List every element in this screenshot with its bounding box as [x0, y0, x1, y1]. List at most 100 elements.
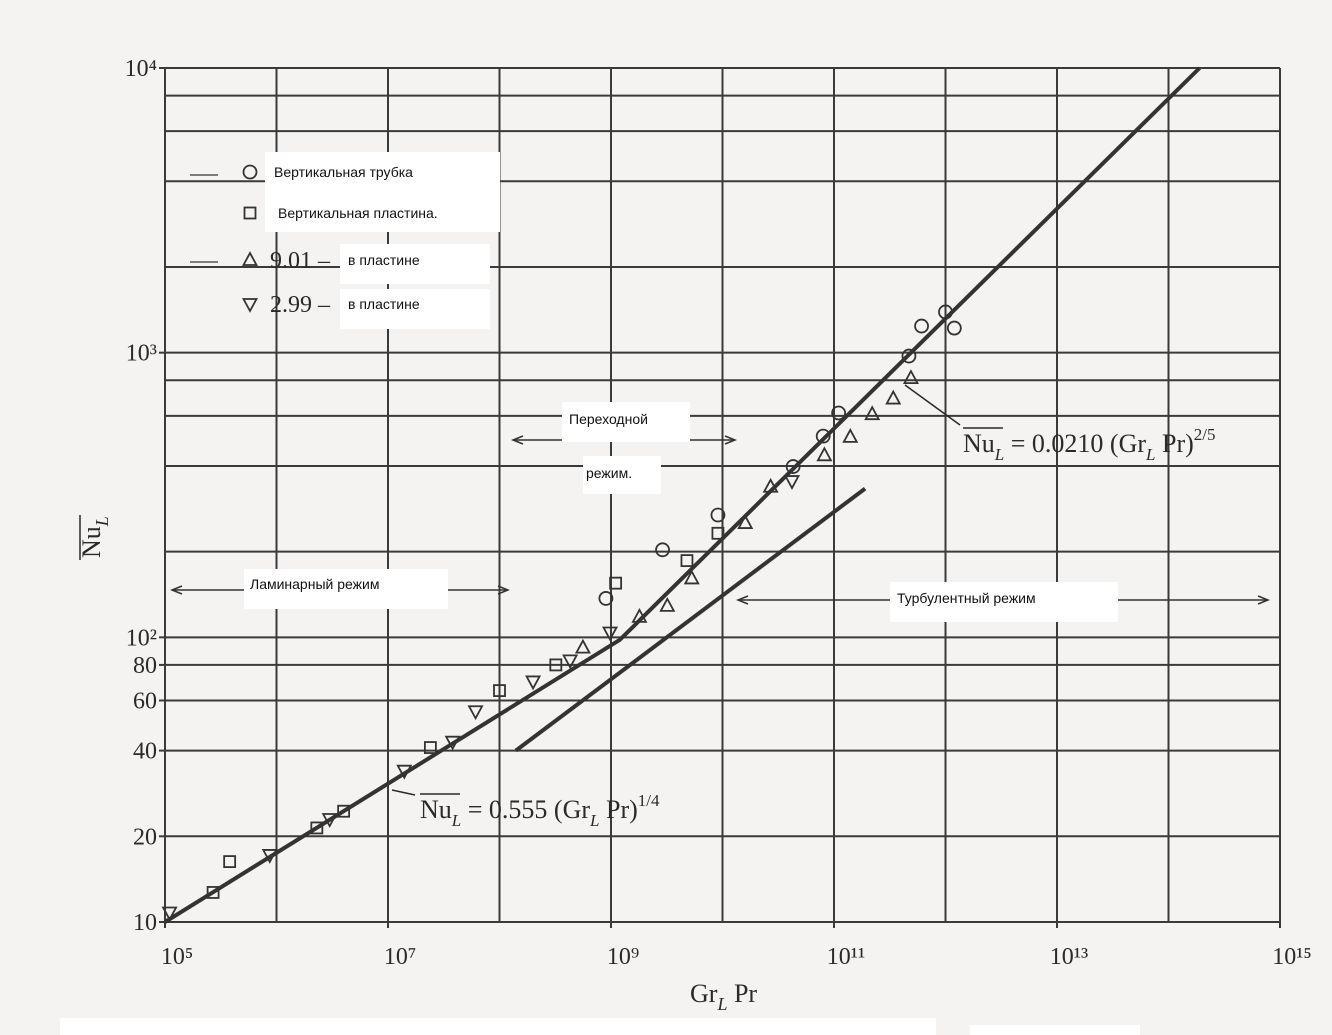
equation-part: L	[451, 811, 461, 830]
arrow-head	[169, 585, 183, 595]
equation-part: 2/5	[1194, 425, 1216, 444]
data-point	[816, 446, 833, 462]
data-point	[161, 906, 178, 922]
arrow-head	[1257, 595, 1271, 605]
annotation-box	[562, 402, 690, 442]
data-point	[659, 596, 676, 612]
equation: NuL = 0.555 (GrL Pr)1/4	[420, 791, 660, 830]
legend-marker	[243, 206, 257, 220]
y-tick-label: 80	[133, 653, 157, 679]
data-point	[902, 369, 919, 385]
fit-line	[163, 66, 1201, 924]
legend-label: в пластине	[348, 296, 420, 312]
legend-box	[340, 244, 490, 284]
annotation-box	[890, 582, 1118, 622]
data-point	[938, 304, 953, 320]
data-point	[321, 813, 338, 828]
legend-label: Вертикальная пластина.	[278, 205, 438, 221]
annotation-box	[244, 569, 448, 609]
annotation: Турбулентный режим	[897, 590, 1036, 606]
y-axis-label-part: L	[92, 516, 112, 527]
data-point	[914, 318, 929, 334]
data-point	[783, 475, 801, 490]
data-point	[493, 684, 506, 697]
data-point	[444, 735, 461, 751]
y-tick-label: 40	[133, 739, 157, 765]
equation-part: L	[589, 811, 599, 830]
data-point	[762, 477, 779, 493]
data-point	[885, 389, 902, 405]
equation-part: 1/4	[638, 791, 660, 810]
grid	[159, 67, 1281, 928]
data-point	[710, 507, 726, 523]
y-tick-label: 10⁴	[125, 56, 157, 82]
data-point	[680, 554, 694, 568]
data-point	[711, 526, 725, 540]
equation-part: Nu	[963, 429, 995, 458]
equation-part: = 0.555 (Gr	[461, 795, 590, 824]
equation-part: L	[994, 445, 1004, 464]
x-axis-label-part: L	[716, 994, 727, 1014]
x-tick-label: 10⁵	[161, 944, 193, 970]
legend-label: Вертикальная трубка	[274, 164, 413, 180]
annotation-box	[583, 456, 661, 494]
legend-marker	[242, 164, 258, 180]
data-point	[467, 705, 484, 721]
legend-box	[340, 289, 490, 329]
equation-part: L	[1145, 445, 1155, 464]
legend-marker	[241, 298, 259, 313]
data-point	[223, 855, 237, 868]
annotation: режим.	[586, 465, 632, 481]
data-point	[815, 428, 831, 444]
arrow-head	[497, 585, 511, 595]
y-tick-label: 10	[133, 910, 157, 936]
equation-part: = 0.0210 (Gr	[1004, 429, 1146, 458]
x-tick-label: 10⁹	[607, 944, 639, 970]
legend-prefix: 2.99 –	[270, 292, 331, 318]
legend-box	[265, 152, 500, 232]
data-point	[864, 405, 881, 421]
equation-part: Pr)	[1155, 429, 1193, 458]
data-point	[655, 542, 670, 558]
equation-part: Nu	[420, 795, 452, 824]
data-point	[310, 821, 324, 835]
leader	[904, 384, 961, 426]
data-point	[261, 849, 278, 864]
plot	[161, 66, 1201, 924]
x-tick-label: 10¹⁵	[1272, 944, 1312, 970]
data-point	[396, 764, 413, 780]
y-tick-label: 60	[133, 688, 157, 714]
data-point	[525, 675, 542, 691]
cover	[60, 1018, 936, 1035]
data-point	[831, 405, 847, 421]
data-point	[549, 658, 563, 672]
legend-marker	[241, 251, 259, 266]
x-axis-label-part: Gr	[690, 979, 718, 1008]
data-point	[423, 741, 437, 754]
annotation: Ламинарный режим	[250, 576, 379, 592]
data-point	[683, 569, 700, 585]
data-point	[737, 514, 754, 529]
y-axis-label: NuL	[77, 516, 112, 558]
y-tick-label: 10²	[126, 625, 157, 651]
data-point	[842, 427, 859, 443]
fit-line	[514, 487, 867, 753]
x-axis-label: GrL Pr	[690, 979, 757, 1014]
x-tick-label: 10¹³	[1050, 944, 1088, 970]
data-point	[785, 459, 801, 474]
data-point	[602, 626, 619, 642]
x-tick-label: 10⁷	[384, 944, 416, 970]
data-point	[206, 886, 220, 899]
data-point	[598, 591, 614, 606]
y-tick-label: 20	[133, 824, 157, 850]
arrow-head	[724, 435, 738, 445]
legend-prefix: 9.01 –	[270, 248, 331, 274]
x-axis-label-part: Pr	[727, 979, 757, 1008]
annotation: Переходной	[569, 411, 648, 427]
legend-label: в пластине	[348, 252, 420, 268]
y-tick-label: 10³	[126, 341, 157, 367]
data-point	[631, 607, 648, 623]
